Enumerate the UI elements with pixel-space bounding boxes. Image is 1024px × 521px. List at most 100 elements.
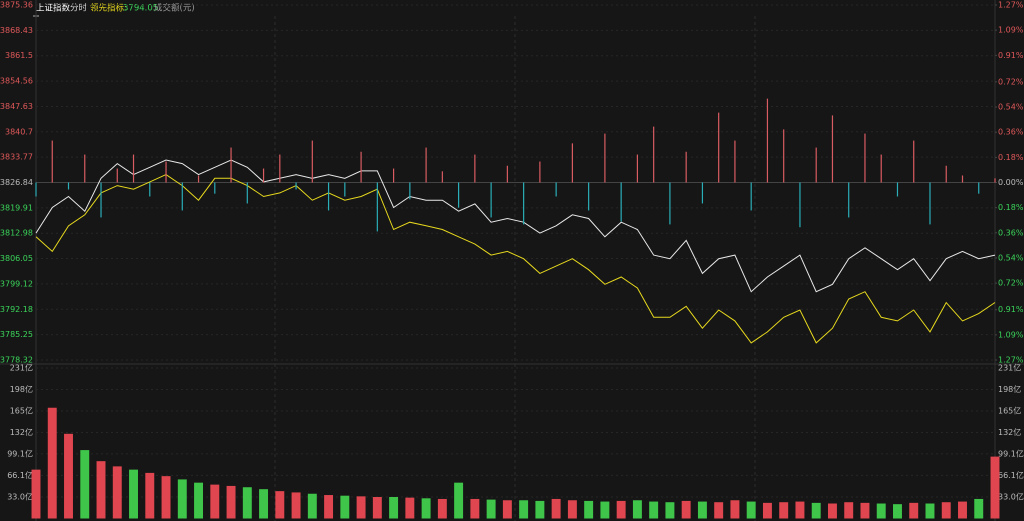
volume-bar — [307, 493, 317, 519]
chart-title: 上证指数 — [36, 3, 71, 14]
y2-tick-label: 0.72% — [998, 279, 1024, 288]
volume-bar — [259, 489, 269, 519]
y2-tick-label: 0.54% — [998, 253, 1024, 262]
volume-bar — [697, 501, 707, 519]
volume-bar — [681, 500, 691, 519]
volume-bar — [129, 469, 138, 519]
volume-bar — [324, 495, 334, 519]
price-line — [35, 159, 996, 293]
volume-bar — [340, 495, 350, 519]
y2-tick-label: 0.00% — [998, 178, 1024, 187]
volume-bar — [194, 482, 204, 519]
volume-bar — [762, 502, 772, 519]
volume-bar — [389, 497, 399, 519]
y-tick-label: 33.0亿 — [7, 492, 33, 502]
volume-bar — [112, 466, 122, 519]
y-tick-label: 66.1亿 — [7, 470, 33, 480]
volume-bar — [242, 487, 252, 519]
volume-bar — [551, 498, 561, 519]
volume-bar — [519, 500, 529, 519]
y2-tick-label: 1.09% — [998, 330, 1024, 339]
volume-bar — [860, 502, 870, 519]
volume-bar — [616, 500, 626, 519]
volume-bar — [486, 499, 496, 519]
y-tick-label: 3812.98 — [0, 229, 33, 238]
volume-bar — [96, 461, 106, 519]
volume-bar — [958, 501, 967, 519]
y-tick-label: 3840.7 — [5, 127, 33, 136]
y-tick-label: 3819.91 — [0, 203, 33, 212]
volume-bar — [795, 501, 805, 519]
volume-bar — [941, 502, 951, 519]
volume-bar — [470, 498, 480, 519]
period-label: 分时 — [70, 3, 88, 14]
y-tick-label: 3778.32 — [0, 356, 33, 365]
y2-tick-label: 0.18% — [998, 203, 1024, 212]
y-tick-label: 3833.77 — [0, 153, 33, 162]
y-tick-label: 3854.56 — [0, 77, 33, 86]
volume-bar — [974, 498, 984, 519]
volume-bar — [454, 482, 464, 519]
volume-bar — [31, 469, 41, 519]
y2-tick-label: 165亿 — [998, 406, 1021, 416]
y2-tick-label: 1.27% — [998, 1, 1024, 10]
volume-bar — [291, 492, 301, 519]
y-tick-label: 3826.84 — [0, 178, 33, 187]
volume-bar — [275, 491, 285, 519]
y-tick-label: 3861.5 — [5, 51, 33, 60]
volume-bar — [746, 501, 756, 519]
y2-tick-label: 0.91% — [998, 305, 1024, 314]
y2-tick-label: 0.72% — [998, 77, 1024, 86]
volume-bar — [730, 500, 740, 519]
y-tick-label: 3799.12 — [0, 279, 33, 288]
volume-bar — [64, 433, 73, 519]
volume-bar — [811, 502, 821, 519]
y2-tick-label: 99.1亿 — [998, 448, 1024, 458]
y2-tick-label: 33.0亿 — [998, 492, 1024, 502]
volume-bar — [372, 497, 382, 519]
volume-bar — [567, 500, 577, 519]
volume-bar — [600, 501, 610, 519]
legend-value: 3794.05 — [123, 4, 158, 14]
y-tick-label: 3868.43 — [0, 26, 33, 35]
volume-bar — [876, 503, 886, 519]
volume-bar — [584, 500, 594, 519]
volume-bar — [421, 498, 431, 519]
volume-bar — [649, 501, 659, 519]
volume-bar — [177, 479, 187, 519]
volume-bar — [632, 500, 642, 519]
y-tick-label: 99.1亿 — [7, 448, 33, 458]
y2-tick-label: 1.09% — [998, 26, 1024, 35]
volume-bar — [909, 502, 919, 519]
volume-bar — [80, 450, 90, 519]
y2-tick-label: 198亿 — [998, 384, 1021, 394]
volume-bar — [502, 500, 512, 519]
volume-bar — [405, 497, 415, 519]
volume-bar — [437, 498, 447, 519]
volume-bar — [714, 502, 724, 519]
volume-title: 成交额(元) — [154, 3, 195, 14]
volume-bar — [161, 476, 171, 519]
volume-bar — [145, 472, 155, 519]
y2-tick-label: 0.36% — [998, 228, 1024, 237]
volume-bar — [925, 503, 935, 519]
y2-tick-label: 66.1亿 — [998, 470, 1024, 480]
volume-bar — [356, 496, 366, 519]
y-tick-label: 165亿 — [10, 406, 33, 416]
volume-bar — [827, 503, 837, 519]
volume-bar — [844, 502, 854, 519]
volume-bar — [535, 500, 545, 519]
y-tick-label: 3792.18 — [0, 305, 33, 314]
y-tick-label: 3806.05 — [0, 254, 33, 263]
volume-bar — [210, 484, 220, 519]
y2-tick-label: 0.18% — [998, 153, 1024, 162]
volume-bar — [893, 504, 902, 519]
volume-bar — [779, 502, 789, 519]
y-tick-label: 3875.36 — [0, 1, 33, 10]
y-tick-label: 231亿 — [10, 363, 33, 373]
volume-bar — [226, 485, 236, 519]
y2-tick-label: 0.91% — [998, 51, 1024, 60]
y2-tick-label: 132亿 — [998, 427, 1021, 437]
